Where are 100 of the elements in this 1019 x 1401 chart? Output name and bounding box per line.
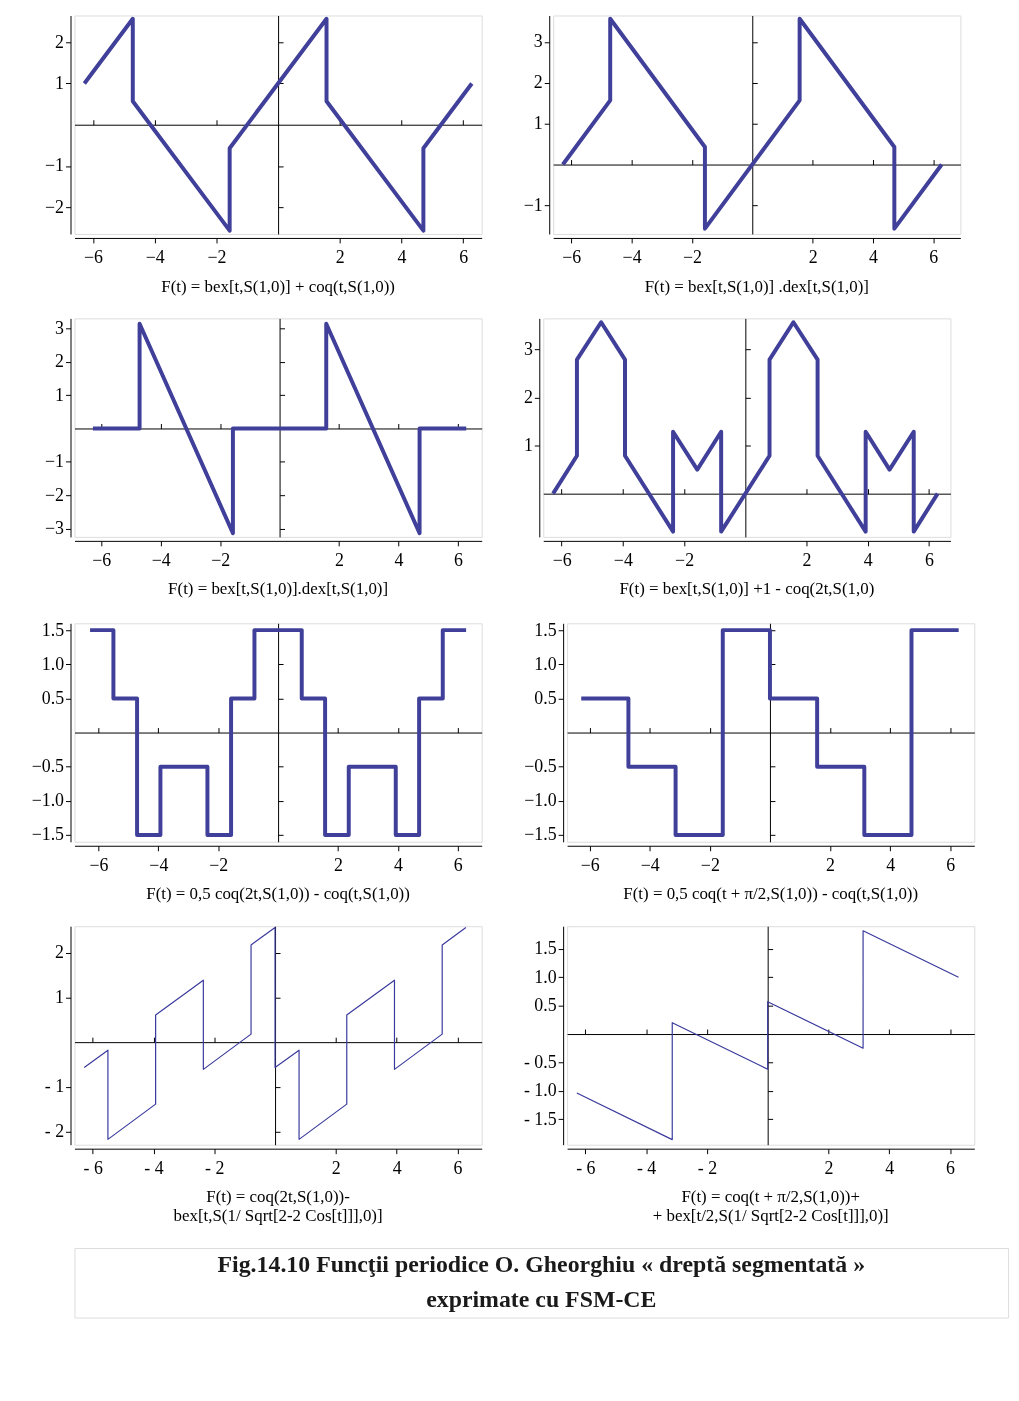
y-tick-label: −2	[45, 196, 65, 217]
x-tick-label: −2	[211, 550, 231, 571]
text: Fig.14.10 Funcţii periodice O. Gheorghiu « dreptă segmentată » exprimate cu FSM-CE	[217, 1251, 866, 1313]
text: F(t) = bex[t,S(1,0)] .dex[t,S(1,0)]	[644, 276, 869, 296]
x-tick-label: −2	[209, 855, 229, 876]
x-tick-label: −2	[207, 247, 227, 268]
x-tick-label: −2	[675, 550, 695, 571]
x-tick-label: 2	[824, 1158, 834, 1179]
line-series	[82, 16, 474, 233]
y-tick-label: 2	[55, 31, 65, 52]
x-tick-label: −6	[92, 550, 112, 571]
y-tick-label: 3	[533, 31, 543, 52]
x-tick-label: 4	[392, 1158, 402, 1179]
x-tick-label: −6	[562, 247, 582, 268]
y-tick-label: 1	[55, 384, 65, 405]
x-tick-label: 2	[808, 247, 818, 268]
y-tick-label: 1	[55, 72, 65, 93]
x-tick-label: −6	[89, 855, 109, 876]
y-tick-label: - 1	[44, 1076, 65, 1097]
x-tick-label: 6	[946, 1158, 956, 1179]
y-tick-label: −2	[45, 484, 65, 505]
y-tick-label: 1.5	[534, 619, 557, 640]
x-tick-label: 2	[335, 550, 344, 571]
y-tick-label: −3	[45, 518, 65, 539]
x-tick-label: −4	[149, 855, 169, 876]
y-tick-label: 0.5	[41, 687, 65, 708]
y-tick-label: −0.5	[524, 756, 557, 777]
y-tick-label: 1.5	[534, 938, 557, 959]
x-tick-label: 4	[397, 247, 407, 268]
y-tick-label: −1	[45, 451, 65, 472]
line-series	[576, 930, 960, 1141]
x-tick-label: 6	[453, 550, 463, 571]
x-tick-label: −2	[682, 247, 702, 268]
x-tick-label: 2	[334, 855, 343, 876]
x-tick-label: 2	[826, 855, 836, 876]
y-tick-label: 0.5	[534, 995, 557, 1016]
y-tick-label: 2	[55, 351, 65, 372]
text: F(t) = 0,5 coq(t + π/2,S(1,0)) - coq(t,S(1,0))	[623, 884, 919, 904]
x-tick-label: 4	[393, 855, 403, 876]
x-tick-label: - 6	[576, 1158, 596, 1179]
x-tick-label: 2	[335, 247, 345, 268]
x-tick-label: - 4	[636, 1158, 657, 1179]
x-tick-label: 6	[453, 1158, 463, 1179]
y-tick-label: 0.5	[534, 687, 557, 708]
text: F(t) = coq(t + π/2,S(1,0))+ + bex[t/2,S(1/ Sqrt[2-2 Cos[t]]],0)]	[652, 1187, 889, 1226]
x-tick-label: 6	[925, 550, 935, 571]
x-tick-label: 4	[886, 855, 896, 876]
text: F(t) = 0,5 coq(2t,S(1,0)) - coq(t,S(1,0))	[146, 884, 410, 904]
y-tick-label: 2	[55, 942, 65, 963]
x-tick-label: 2	[802, 550, 812, 571]
text: F(t) = bex[t,S(1,0)].dex[t,S(1,0)]	[168, 579, 389, 599]
y-tick-label: 3	[523, 339, 533, 360]
y-tick-label: −1	[523, 194, 543, 215]
y-tick-label: 1.0	[534, 653, 557, 674]
y-tick-label: −1.0	[31, 790, 65, 811]
x-tick-label: - 2	[205, 1158, 225, 1179]
x-tick-label: −4	[613, 550, 633, 571]
y-tick-label: 2	[533, 72, 543, 93]
x-tick-label: 6	[929, 247, 939, 268]
x-tick-label: 6	[459, 247, 469, 268]
line-series	[83, 926, 467, 1140]
y-tick-label: 1	[523, 435, 533, 456]
x-tick-label: −4	[145, 247, 165, 268]
y-tick-label: 1.5	[41, 619, 65, 640]
x-tick-label: −6	[580, 855, 600, 876]
y-tick-label: −1.5	[524, 824, 557, 845]
y-tick-label: 1	[533, 113, 543, 134]
y-tick-label: 1.0	[41, 653, 65, 674]
y-tick-label: - 2	[44, 1120, 65, 1141]
x-tick-label: −4	[151, 550, 171, 571]
y-tick-label: −1.0	[524, 790, 557, 811]
x-tick-label: 6	[946, 855, 956, 876]
x-tick-label: 6	[453, 855, 463, 876]
x-tick-label: −6	[552, 550, 572, 571]
x-tick-label: −4	[622, 247, 642, 268]
y-tick-label: 1.0	[534, 966, 557, 987]
x-tick-label: 4	[868, 247, 878, 268]
text: F(t) = bex[t,S(1,0)] + coq(t,S(1,0))	[161, 276, 395, 296]
x-tick-label: −4	[640, 855, 660, 876]
x-tick-label: −2	[700, 855, 720, 876]
x-tick-label: 4	[394, 550, 404, 571]
line-series	[551, 320, 940, 534]
y-tick-label: −1.5	[31, 824, 65, 845]
y-tick-label: 3	[55, 317, 65, 338]
y-tick-label: −1	[45, 155, 65, 176]
text: F(t) = bex[t,S(1,0)] +1 - coq(2t,S(1,0)	[619, 579, 875, 599]
x-tick-label: - 4	[144, 1158, 164, 1179]
text: F(t) = coq(2t,S(1,0))- bex[t,S(1/ Sqrt[2-2 Cos[t]]],0)]	[173, 1187, 383, 1226]
y-tick-label: 2	[523, 387, 533, 408]
x-tick-label: −6	[83, 247, 104, 268]
y-tick-label: −0.5	[31, 756, 65, 777]
x-tick-label: - 6	[83, 1158, 103, 1179]
x-tick-label: 2	[331, 1158, 341, 1179]
x-tick-label: - 2	[697, 1158, 718, 1179]
y-tick-label: - 1.5	[523, 1108, 557, 1129]
y-tick-label: 1	[55, 987, 65, 1008]
y-tick-label: - 1.0	[523, 1080, 557, 1101]
x-tick-label: 4	[863, 550, 873, 571]
x-tick-label: 4	[885, 1158, 895, 1179]
y-tick-label: - 0.5	[523, 1051, 557, 1072]
